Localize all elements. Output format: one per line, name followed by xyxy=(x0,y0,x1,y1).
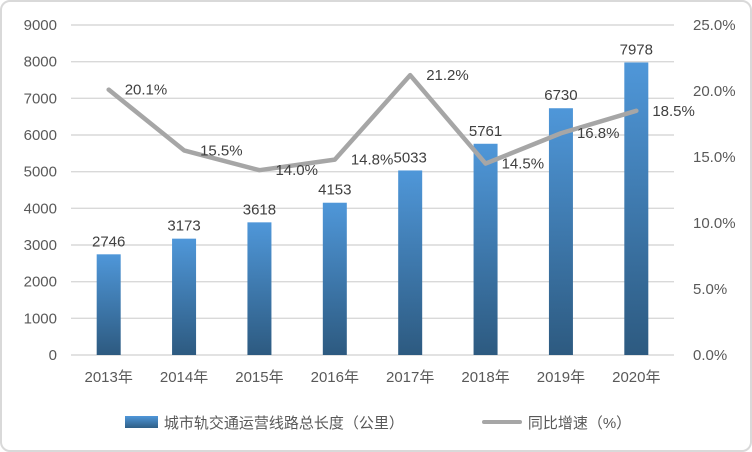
x-axis-label: 2020年 xyxy=(612,369,660,386)
bar xyxy=(247,222,272,355)
x-axis-label: 2015年 xyxy=(235,369,283,386)
legend-label-bar-series: 城市轨交通运营线路总长度（公里） xyxy=(163,414,404,432)
bar xyxy=(398,170,423,355)
line-value-label: 14.8% xyxy=(351,152,394,169)
bar xyxy=(322,202,347,355)
x-axis-label: 2016年 xyxy=(311,369,359,386)
right-axis-tick: 0.0% xyxy=(693,347,727,364)
line-series-swatch-icon xyxy=(481,419,522,425)
left-axis-tick: 6000 xyxy=(24,127,57,144)
legend: 城市轨交通运营线路总长度（公里） 同比增速（%） xyxy=(2,405,750,439)
left-axis-tick: 2000 xyxy=(24,274,57,291)
left-axis-tick: 5000 xyxy=(24,164,57,181)
bar xyxy=(96,254,121,355)
line-value-label: 14.5% xyxy=(502,156,545,173)
x-axis-label: 2013年 xyxy=(85,369,133,386)
right-axis-tick: 5.0% xyxy=(693,281,727,298)
bar xyxy=(624,62,649,356)
left-axis-tick: 7000 xyxy=(24,90,57,107)
right-axis-tick: 20.0% xyxy=(693,83,736,100)
right-axis-tick: 15.0% xyxy=(693,149,736,166)
bar-value-label: 5033 xyxy=(394,149,427,166)
x-axis-label: 2018年 xyxy=(461,369,509,386)
x-axis-label: 2014年 xyxy=(160,369,208,386)
legend-label-line-series: 同比增速（%） xyxy=(527,414,632,432)
left-axis-tick: 9000 xyxy=(24,17,57,34)
left-axis-tick: 3000 xyxy=(24,237,57,254)
x-axis-label: 2019年 xyxy=(537,369,585,386)
legend-item-line-series: 同比增速（%） xyxy=(481,412,632,433)
bar-value-label: 3173 xyxy=(167,218,200,235)
left-axis-tick: 8000 xyxy=(24,54,57,71)
bar-value-label: 3618 xyxy=(243,201,276,218)
bar-value-label: 2746 xyxy=(92,233,125,250)
left-axis-tick: 1000 xyxy=(24,310,57,327)
line-value-label: 15.5% xyxy=(200,142,243,159)
bar-value-label: 4153 xyxy=(318,182,351,199)
bar xyxy=(172,238,197,355)
bar-value-label: 7978 xyxy=(620,41,653,58)
bar xyxy=(548,108,573,355)
line-value-label: 16.8% xyxy=(577,125,620,142)
bar-series-swatch-icon xyxy=(124,416,158,428)
bar-value-label: 6730 xyxy=(544,87,577,104)
left-axis-tick: 4000 xyxy=(24,200,57,217)
bar-value-label: 5761 xyxy=(469,123,502,140)
x-axis-label: 2017年 xyxy=(386,369,434,386)
left-axis-tick: 0 xyxy=(49,347,57,364)
growth-line xyxy=(106,72,639,173)
line-value-label: 14.0% xyxy=(275,162,318,179)
right-axis-tick: 25.0% xyxy=(693,17,736,34)
legend-item-bar-series: 城市轨交通运营线路总长度（公里） xyxy=(124,412,404,433)
line-value-label: 18.5% xyxy=(652,103,695,120)
line-value-label: 21.2% xyxy=(426,67,469,84)
line-value-label: 20.1% xyxy=(125,82,168,99)
bar xyxy=(473,143,498,355)
right-axis-tick: 10.0% xyxy=(693,215,736,232)
